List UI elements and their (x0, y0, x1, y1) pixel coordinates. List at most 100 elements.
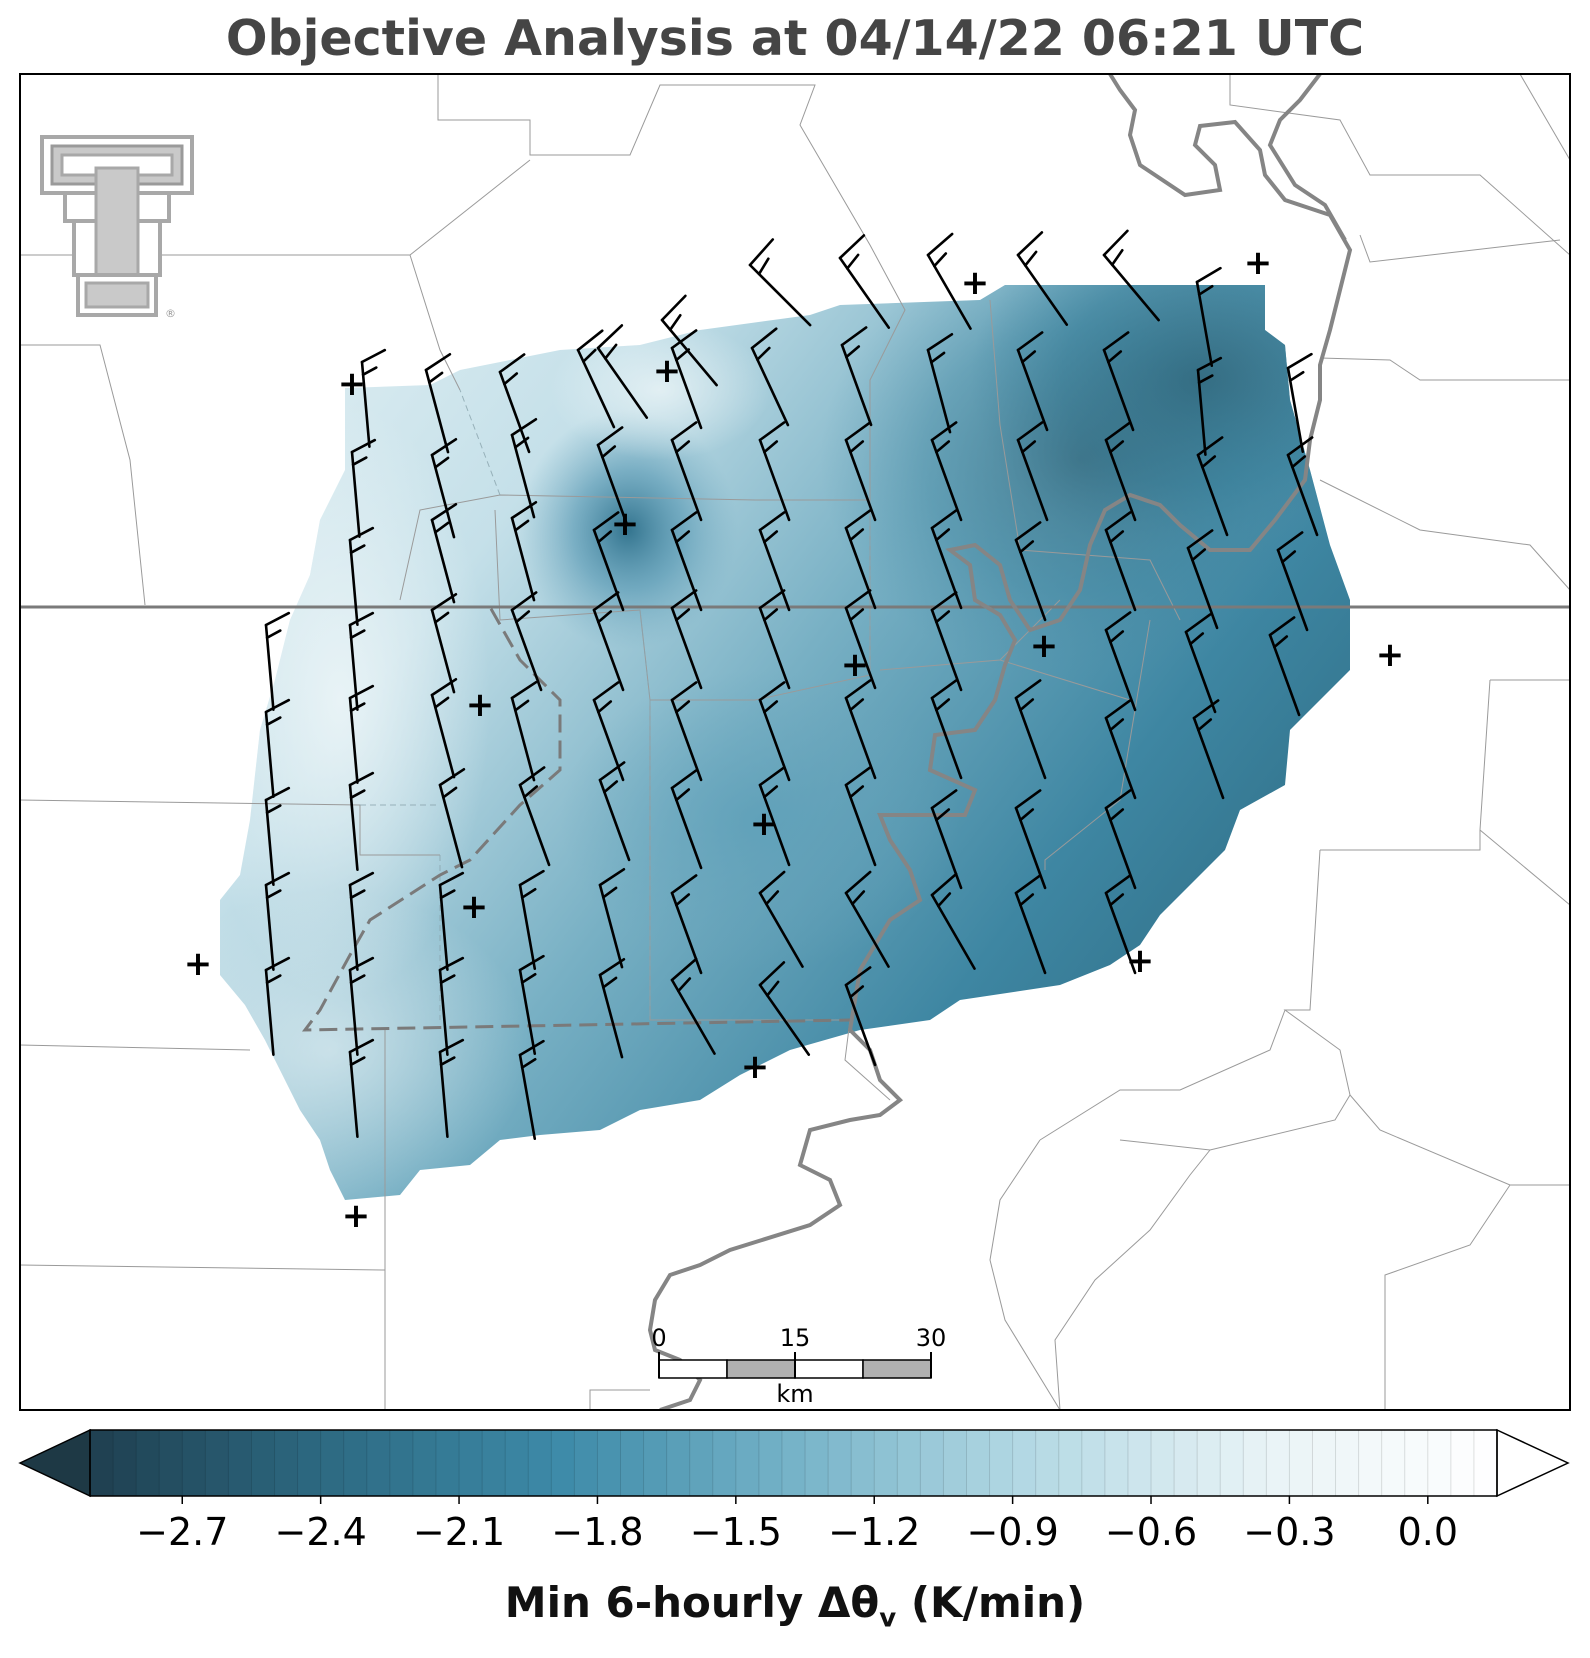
colorbar-tick-label: −2.7 (136, 1510, 228, 1554)
colorbar-bin (1220, 1430, 1244, 1496)
wind-barb (1102, 331, 1135, 432)
colorbar-bin (1058, 1430, 1083, 1496)
wind-barb (348, 771, 375, 871)
colorbar-label: Min 6-hourly Δθv (K/min) (0, 1578, 1590, 1633)
colorbar-label-units: (K/min) (896, 1578, 1086, 1627)
colorbar-bin (989, 1430, 1014, 1496)
scale-bar: 0 15 30 km (651, 1324, 946, 1408)
colorbar-label-sub: v (879, 1603, 897, 1634)
wind-barb (1196, 436, 1229, 537)
wind-barb (518, 766, 551, 867)
wind-barb (598, 761, 631, 862)
wind-barb (430, 678, 458, 779)
wind-barb (510, 418, 538, 519)
wind-barb (510, 591, 543, 692)
wind-barb (1286, 352, 1313, 454)
station-marker: + (466, 685, 495, 725)
colorbar-bin (828, 1430, 852, 1496)
wind-barb (264, 956, 291, 1056)
wind-barb (1276, 531, 1309, 632)
wind-barb (844, 509, 877, 610)
colorbar-bin (805, 1430, 829, 1496)
wind-barb (596, 426, 629, 527)
colorbar-bin (251, 1430, 276, 1496)
wind-barb (844, 679, 877, 780)
scale-unit: km (776, 1380, 813, 1408)
colorbar-bin (781, 1430, 806, 1496)
station-marker: + (653, 351, 682, 391)
colorbar-bin (528, 1430, 552, 1496)
wind-barb (670, 421, 703, 522)
wind-barb (596, 324, 649, 419)
colorbar-bin (1174, 1430, 1198, 1496)
wind-barb (758, 766, 791, 867)
wind-barb (844, 589, 877, 690)
colorbar-extend-high (1496, 1428, 1570, 1498)
wind-barb (844, 421, 877, 522)
wind-barb (1104, 874, 1137, 975)
wind-barb (1016, 421, 1049, 522)
wind-barb (424, 353, 452, 454)
wind-barb (1014, 521, 1047, 622)
colorbar-bin (1035, 1430, 1060, 1496)
wind-barb (510, 501, 538, 602)
wind-barb (748, 238, 812, 327)
colorbar-bin (897, 1430, 921, 1496)
map-title: Objective Analysis at 04/14/22 06:21 UTC (225, 10, 1365, 67)
colorbar-bin (1404, 1430, 1429, 1496)
state-line-dashed (301, 605, 851, 1032)
wind-barb (670, 589, 703, 690)
wind-barb (844, 766, 877, 867)
colorbar-tick-label: −1.5 (690, 1510, 782, 1554)
station-marker: + (750, 804, 779, 844)
colorbar-bin (90, 1430, 114, 1496)
wind-barb (348, 526, 375, 626)
wind-barb (758, 961, 811, 1056)
wind-barb (926, 333, 954, 434)
wind-barb (438, 1038, 465, 1138)
colorbar-bin (274, 1430, 299, 1496)
colorbar-bin (228, 1430, 253, 1496)
wind-barb (518, 954, 545, 1056)
colorbar-tick-label: −2.1 (413, 1510, 505, 1554)
wind-barb (1014, 874, 1047, 975)
colorbar-bin (343, 1430, 368, 1496)
colorbar-bin (412, 1430, 437, 1496)
wind-barb (1104, 421, 1137, 522)
wind-barb (348, 684, 375, 784)
wind-barb (1192, 699, 1225, 800)
colorbar-label-main: Min 6-hourly Δθ (504, 1578, 880, 1627)
wind-barb (348, 871, 375, 971)
station-marker: + (611, 504, 640, 544)
colorbar-bin (1312, 1430, 1337, 1496)
station-marker: + (1244, 243, 1273, 283)
wind-barb (592, 511, 625, 612)
wind-barb (576, 329, 616, 429)
colorbar-tick-label: −0.3 (1243, 1510, 1335, 1554)
colorbar-bin (297, 1430, 322, 1496)
colorbar-bin (597, 1430, 622, 1496)
colorbar-bin (920, 1430, 945, 1496)
wind-barb (1195, 266, 1222, 368)
colorbar-bin (851, 1430, 875, 1496)
wind-barb (264, 786, 291, 886)
wind-barb (1268, 616, 1301, 717)
colorbar-bin (1450, 1430, 1475, 1496)
wind-barb (1286, 436, 1319, 537)
colorbar-bin (943, 1430, 968, 1496)
colorbar-bin (459, 1430, 483, 1496)
colorbar-bin (1081, 1430, 1106, 1496)
station-marker: + (342, 1196, 371, 1236)
colorbar-bin (1473, 1430, 1498, 1496)
colorbar-bin (435, 1430, 460, 1496)
colorbar-bin (574, 1430, 599, 1496)
colorbar-tick-label: −2.4 (275, 1510, 367, 1554)
colorbar-extend-low (18, 1428, 91, 1498)
station-marker: + (741, 1047, 770, 1087)
colorbar-tick-label: −0.9 (966, 1510, 1058, 1554)
colorbar-bin (551, 1430, 575, 1496)
wind-barb (1104, 611, 1137, 712)
wind-barb (758, 870, 804, 968)
wind-barb (264, 611, 291, 711)
